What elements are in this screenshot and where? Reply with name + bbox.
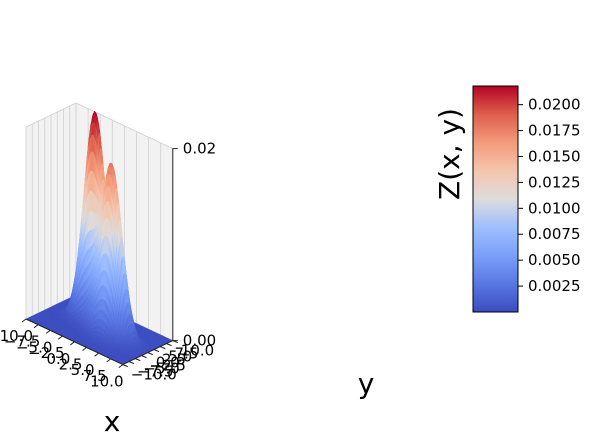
- colorbar-tick-label: 0.0200: [528, 96, 581, 114]
- x-tick-mark: [70, 342, 74, 345]
- x-tick-mark: [119, 365, 123, 368]
- colorbar-ticks: 0.0025 0.0050 0.0075 0.0100 0.0125 0.0150 0.01…: [518, 96, 581, 295]
- x-tick-mark: [107, 359, 111, 362]
- y-tick-mark: [123, 365, 128, 367]
- y-tick-mark: [167, 344, 172, 346]
- x-axis-label: x: [104, 405, 121, 438]
- colorbar-tick-label: 0.0150: [528, 147, 581, 165]
- y-tick-mark: [154, 350, 159, 352]
- z-tick-label: 0.00: [183, 332, 216, 350]
- colorbar-gradient: [473, 86, 518, 312]
- x-tick-mark: [83, 348, 87, 351]
- y-tick-mark: [142, 356, 147, 358]
- y-tick-mark: [148, 353, 153, 355]
- x-tick-mark: [58, 336, 62, 339]
- colorbar-tick-label: 0.0100: [528, 199, 581, 217]
- x-tick-label: 10.0: [90, 373, 123, 391]
- y-tick-mark: [129, 362, 134, 364]
- x-tick-mark: [95, 353, 99, 356]
- y-tick-mark: [135, 359, 140, 361]
- x-tick-mark: [46, 330, 50, 333]
- y-tick-mark: [160, 347, 165, 349]
- colorbar-tick-label: 0.0050: [528, 251, 581, 269]
- colorbar-tick-label: 0.0025: [528, 277, 581, 295]
- y-axis-label: y: [358, 367, 375, 400]
- colorbar: 0.0025 0.0050 0.0075 0.0100 0.0125 0.0150 0.01…: [433, 86, 581, 312]
- x-tick-mark: [34, 325, 38, 328]
- x-tick-mark: [22, 319, 26, 322]
- colorbar-label: Z(x, y): [433, 108, 466, 200]
- colorbar-tick-label: 0.0075: [528, 225, 581, 243]
- colorbar-tick-label: 0.0175: [528, 122, 581, 140]
- z-tick-label: 0.02: [183, 140, 216, 158]
- colorbar-tick-label: 0.0125: [528, 173, 581, 191]
